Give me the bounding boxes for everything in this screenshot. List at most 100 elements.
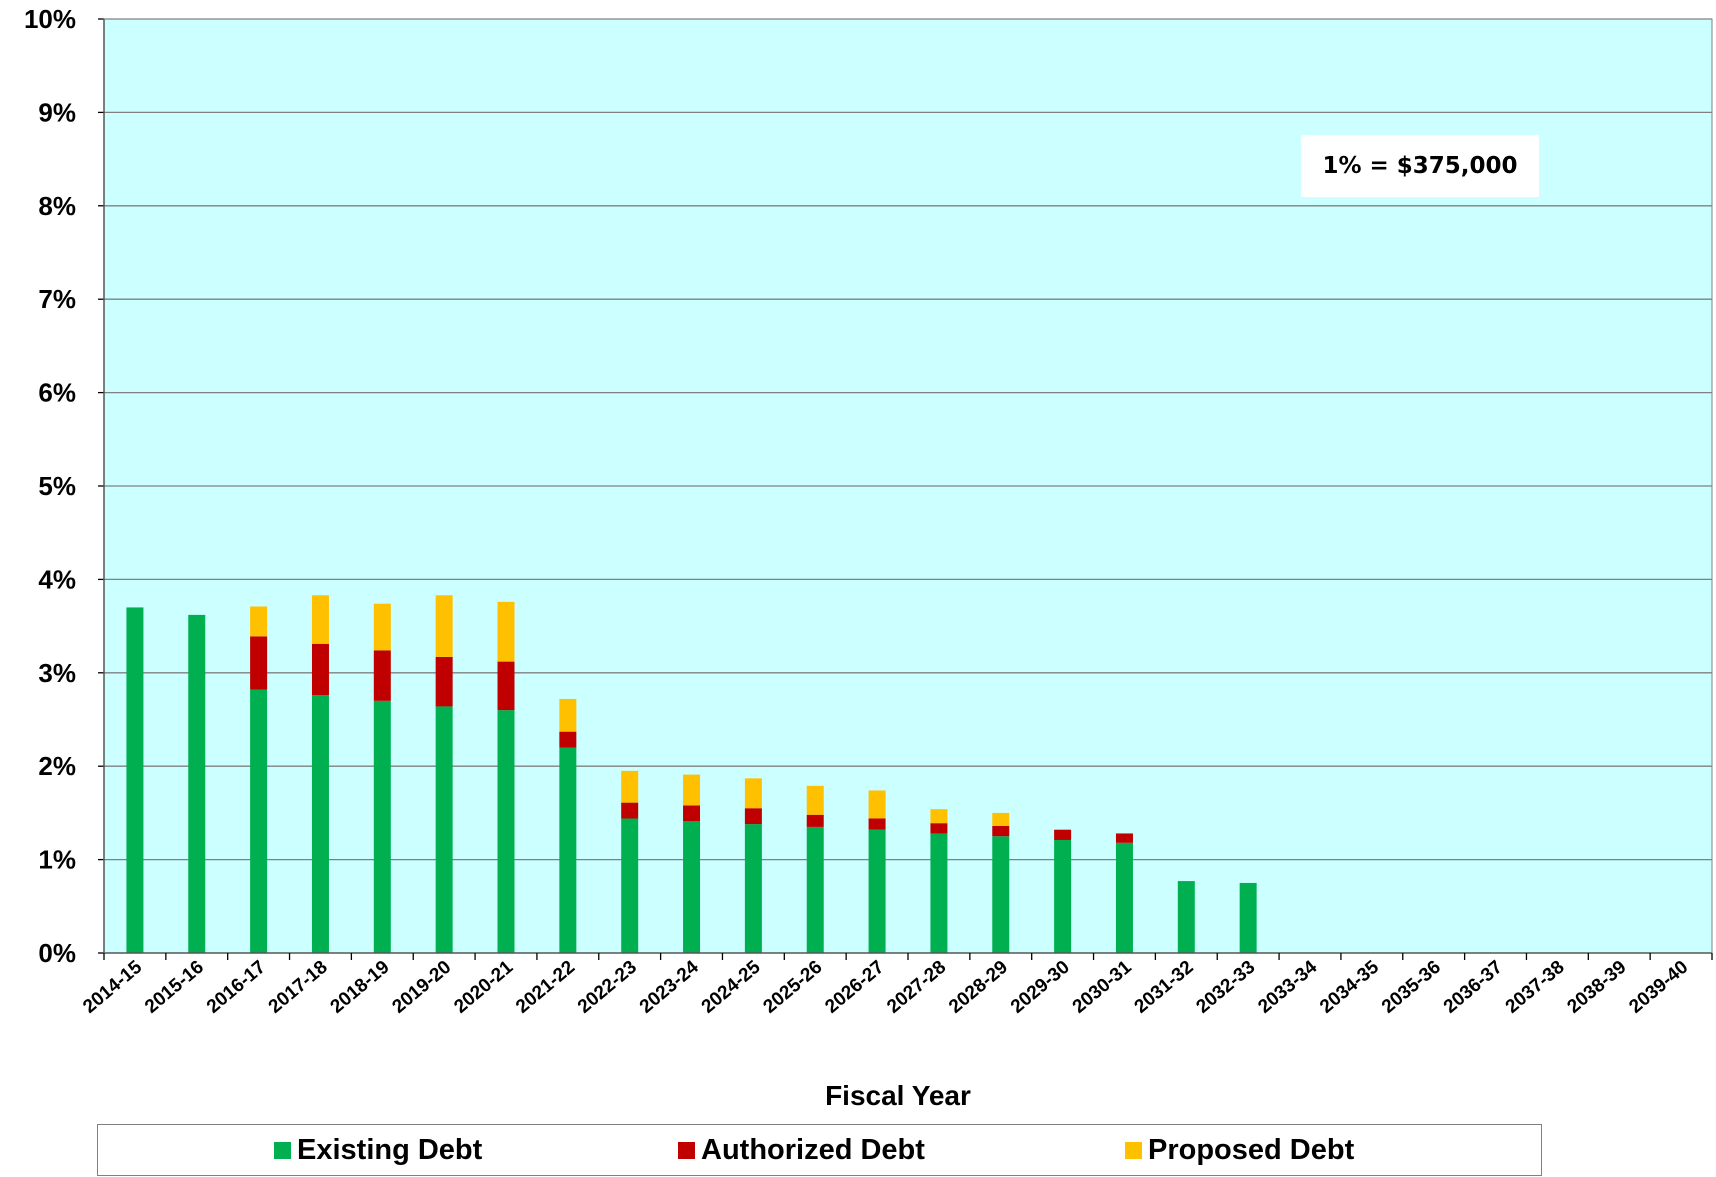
bar-existing-debt [1054, 839, 1072, 953]
legend-item-authorized: Authorized Debt [678, 1125, 925, 1175]
x-tick-label: 2033-34 [1254, 956, 1321, 1017]
bar-authorized-debt [311, 643, 329, 696]
legend: Existing Debt Authorized Debt Proposed D… [97, 1124, 1542, 1176]
y-tick-label: 9% [38, 97, 76, 127]
x-tick-label: 2032-33 [1192, 957, 1259, 1018]
x-tick-label: 2028-29 [945, 957, 1012, 1018]
bar-proposed-debt [559, 698, 577, 732]
bar-existing-debt [559, 747, 577, 953]
legend-label-authorized: Authorized Debt [701, 1133, 925, 1166]
x-tick-label: 2037-38 [1502, 957, 1569, 1018]
bar-authorized-debt [868, 818, 886, 830]
bar-existing-debt [188, 614, 206, 953]
bar-existing-debt [1239, 882, 1257, 953]
bar-authorized-debt [373, 650, 391, 701]
y-tick-label: 5% [38, 471, 76, 501]
bar-proposed-debt [806, 785, 824, 815]
y-tick-label: 7% [38, 284, 76, 314]
bar-existing-debt [1115, 842, 1133, 953]
legend-swatch-proposed [1125, 1141, 1142, 1159]
bar-proposed-debt [744, 778, 762, 809]
x-tick-label: 2014-15 [79, 956, 146, 1017]
bar-authorized-debt [992, 825, 1010, 837]
bar-existing-debt [311, 695, 329, 953]
y-tick-label: 6% [38, 378, 76, 408]
y-tick-label: 1% [38, 845, 76, 875]
bar-authorized-debt [683, 805, 701, 822]
x-tick-label: 2021-22 [512, 957, 579, 1018]
bar-existing-debt [868, 829, 886, 953]
y-tick-label: 2% [38, 751, 76, 781]
x-tick-label: 2017-18 [265, 957, 332, 1018]
x-tick-label: 2035-36 [1378, 957, 1445, 1018]
y-tick-label: 0% [38, 938, 76, 968]
bar-existing-debt [744, 824, 762, 953]
x-tick-label: 2026-27 [821, 957, 888, 1018]
bar-authorized-debt [744, 808, 762, 825]
x-axis-label: Fiscal Year [825, 1080, 971, 1111]
x-tick-label: 2016-17 [203, 957, 270, 1018]
bar-existing-debt [1177, 881, 1195, 953]
y-tick-label: 4% [38, 564, 76, 594]
bar-authorized-debt [1054, 829, 1072, 840]
bar-proposed-debt [683, 774, 701, 806]
x-tick-label: 2018-19 [327, 957, 394, 1018]
bar-proposed-debt [621, 770, 639, 803]
x-tick-label: 2039-40 [1625, 957, 1692, 1018]
legend-swatch-existing [274, 1141, 291, 1159]
bar-existing-debt [497, 710, 515, 953]
x-tick-label: 2020-21 [450, 956, 517, 1017]
x-tick-label: 2025-26 [760, 957, 827, 1018]
bar-proposed-debt [992, 812, 1010, 826]
x-tick-label: 2031-32 [1131, 957, 1198, 1018]
bar-authorized-debt [497, 661, 515, 711]
bar-authorized-debt [250, 636, 268, 690]
x-tick-label: 2030-31 [1069, 956, 1136, 1017]
legend-swatch-authorized [678, 1141, 695, 1159]
legend-label-existing: Existing Debt [297, 1133, 483, 1166]
bar-existing-debt [930, 833, 948, 953]
bar-existing-debt [126, 607, 144, 953]
bar-proposed-debt [930, 809, 948, 824]
bar-authorized-debt [435, 656, 453, 707]
x-tick-label: 2036-37 [1440, 957, 1507, 1018]
bar-proposed-debt [435, 595, 453, 657]
bar-existing-debt [435, 706, 453, 953]
bar-proposed-debt [868, 790, 886, 819]
y-tick-label: 3% [38, 658, 76, 688]
bar-proposed-debt [311, 595, 329, 644]
x-tick-label: 2029-30 [1007, 957, 1074, 1018]
legend-label-proposed: Proposed Debt [1148, 1133, 1355, 1166]
bar-existing-debt [373, 700, 391, 953]
x-tick-label: 2027-28 [883, 957, 950, 1018]
bar-authorized-debt [559, 731, 577, 748]
y-tick-label: 8% [38, 191, 76, 221]
legend-item-proposed: Proposed Debt [1125, 1125, 1354, 1175]
legend-item-existing: Existing Debt [274, 1125, 482, 1175]
x-axis-ticks: 2014-152015-162016-172017-182018-192019-… [79, 953, 1713, 1018]
y-axis-ticks: 0% 1% 2% 3% 4% 5% 6% 7% 8% 9% 10% [24, 4, 104, 968]
annotation-text: 1% = $375,000 [1322, 153, 1518, 179]
bar-existing-debt [806, 826, 824, 953]
bar-existing-debt [250, 689, 268, 953]
bar-authorized-debt [1115, 833, 1133, 843]
x-tick-label: 2038-39 [1564, 957, 1631, 1018]
bar-authorized-debt [930, 823, 948, 834]
bar-authorized-debt [621, 802, 639, 819]
x-tick-label: 2019-20 [388, 957, 455, 1018]
bar-authorized-debt [806, 814, 824, 827]
x-tick-label: 2022-23 [574, 957, 641, 1018]
x-tick-label: 2034-35 [1316, 956, 1383, 1017]
y-tick-label: 10% [24, 4, 76, 34]
bar-existing-debt [992, 836, 1010, 953]
bar-existing-debt [683, 821, 701, 953]
bar-proposed-debt [497, 601, 515, 662]
x-tick-label: 2024-25 [698, 956, 765, 1017]
annotation-box: 1% = $375,000 [1301, 135, 1539, 197]
bar-existing-debt [621, 818, 639, 953]
x-tick-label: 2015-16 [141, 957, 208, 1018]
bar-proposed-debt [373, 603, 391, 651]
bar-proposed-debt [250, 606, 268, 637]
bars [126, 595, 1257, 953]
x-tick-label: 2023-24 [636, 956, 703, 1017]
